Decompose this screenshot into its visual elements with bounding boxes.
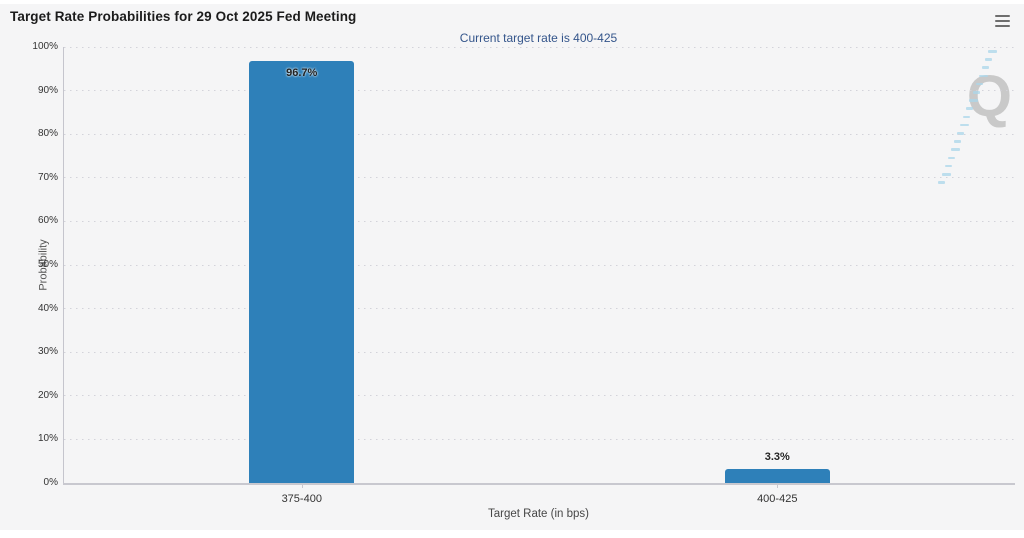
y-gridline xyxy=(64,351,1015,353)
bar-375-400[interactable] xyxy=(249,61,355,483)
x-category-label: 400-425 xyxy=(757,493,798,505)
y-gridline xyxy=(64,308,1015,310)
y-tick-label: 30% xyxy=(37,346,58,358)
y-gridline xyxy=(64,395,1015,397)
x-axis-line xyxy=(63,483,1015,485)
y-tick-label: 90% xyxy=(37,84,58,96)
y-tick-label: 50% xyxy=(37,259,58,270)
x-category-label: 375-400 xyxy=(281,493,322,505)
x-tick xyxy=(301,483,303,488)
menu-bar xyxy=(995,19,1010,23)
x-axis-title: Target Rate (in bps) xyxy=(488,508,589,520)
menu-bar xyxy=(995,24,1010,28)
y-gridline xyxy=(64,90,1015,92)
y-tick-label: 60% xyxy=(37,215,58,227)
bar-400-425[interactable] xyxy=(724,468,830,483)
y-tick-label: 100% xyxy=(32,41,58,52)
hamburger-menu-icon[interactable] xyxy=(991,10,1017,32)
y-gridline xyxy=(64,438,1015,440)
x-tick xyxy=(777,483,779,488)
y-gridline xyxy=(64,46,1015,48)
chart-title: Target Rate Probabilities for 29 Oct 202… xyxy=(10,9,357,24)
chart-container: Target Rate Probabilities for 29 Oct 202… xyxy=(0,4,1024,530)
y-tick-label: 40% xyxy=(37,302,58,314)
chart-subtitle: Current target rate is 400-425 xyxy=(459,31,618,45)
y-tick-label: 80% xyxy=(37,128,58,140)
plot-area: Probability 0% 10% 20% 30% 40% 50% 60% 70% 80% 90… xyxy=(32,42,1015,505)
bar-value-label: 3.3% xyxy=(764,450,790,463)
bar-value-label: 96.7% xyxy=(286,67,318,80)
menu-bar xyxy=(995,14,1010,18)
y-tick-label: 20% xyxy=(37,389,58,401)
y-gridline xyxy=(64,220,1015,222)
y-tick-label: 10% xyxy=(37,433,58,445)
y-gridline xyxy=(64,177,1015,179)
y-gridline xyxy=(64,133,1015,135)
y-tick-label: 0% xyxy=(43,477,58,488)
y-tick-label: 70% xyxy=(37,171,58,183)
y-gridline xyxy=(64,264,1015,266)
